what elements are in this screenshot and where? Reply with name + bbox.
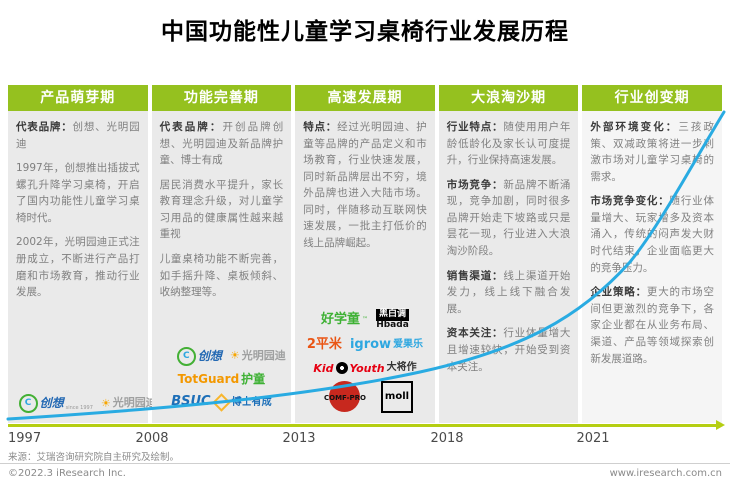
phase2-brands: 代表品牌：开创品牌创想、光明园迪及新品牌护童、博士有成 bbox=[159, 121, 284, 167]
phase-header-5: 行业创变期 bbox=[582, 85, 722, 111]
2pingmi-logo: 2平米 bbox=[306, 337, 342, 353]
phase2-logos: C 创想 ☀ 光明园迪 TotGuard 护童 BSUC 博士有成 bbox=[160, 346, 286, 417]
igrow-logo: igrow 爱果乐 bbox=[349, 337, 424, 353]
year-2021: 2021 bbox=[576, 431, 610, 446]
phase-column-2: 功能完善期 代表品牌：开创品牌创想、光明园迪及新品牌护童、博士有成 居民消费水平… bbox=[151, 85, 292, 423]
chuangxiang-logo: C 创想 since 1997 bbox=[18, 394, 93, 413]
phase4-channels: 销售渠道：线上渠道开始发力，线上线下融合发展。 bbox=[446, 269, 571, 315]
phase2-para-function: 儿童桌椅功能不断完善，如手摇升降、桌板倾斜、收纳整理等。 bbox=[159, 253, 284, 299]
phase4-competition: 市场竞争：新品牌不断涌现，竞争加剧，同时很多品牌开始走下坡路或只是昙花一现，行业… bbox=[446, 178, 571, 258]
phase-header-3: 高速发展期 bbox=[295, 85, 435, 111]
kid2youth-logo: Kid Youth 大将作 bbox=[313, 361, 417, 375]
timeline-axis bbox=[8, 424, 718, 427]
phase2-para-consume: 居民消费水平提升，家长教育理念升级，对儿童学习用品的健康属性越来越重视 bbox=[159, 178, 284, 241]
haoxuetong-logo: 好学童 ™ bbox=[320, 311, 368, 327]
totguard-logo: TotGuard 护童 bbox=[177, 371, 266, 386]
record-circle-icon bbox=[335, 362, 348, 375]
chuangxiang-c-icon: C bbox=[176, 346, 196, 366]
phase-columns: 产品萌芽期 代表品牌：创想、光明园迪 1997年，创想推出插拔式螺孔升降学习桌椅… bbox=[8, 85, 722, 423]
year-2018: 2018 bbox=[430, 431, 464, 446]
phase1-para-2002: 2002年，光明园迪正式注册成立，不断进行产品打磨和市场教育，推动行业发展。 bbox=[16, 236, 140, 299]
footer-divider bbox=[0, 463, 730, 464]
moll-logo: moll bbox=[380, 381, 413, 413]
phase3-logos: 好学童 ™ 黑白调 Hbada 2平米 igrow 爱果乐 Kid Youth bbox=[303, 309, 427, 417]
phase5-environment: 外部环境变化：三孩政策、双减政策将进一步刺激市场对儿童学习桌椅的需求。 bbox=[590, 121, 714, 183]
hbada-logo: 黑白调 Hbada bbox=[375, 309, 409, 331]
website-text: www.iresearch.com.cn bbox=[609, 468, 722, 479]
phase1-brands: 代表品牌：创想、光明园迪 bbox=[16, 121, 140, 150]
year-2008: 2008 bbox=[135, 431, 169, 446]
year-2013: 2013 bbox=[282, 431, 316, 446]
guangmingyuandi-logo: ☀ 光明园迪 bbox=[100, 395, 157, 412]
timeline-years: 1997 2008 2013 2018 2021 bbox=[0, 431, 730, 447]
phase1-para-1997: 1997年，创想推出插拔式螺孔升降学习桌椅，开启了国内功能性儿童学习桌椅时代。 bbox=[16, 162, 140, 224]
phase4-industry: 行业特点：随使用用户年龄低龄化及家长认可度提升，行业保持高速发展。 bbox=[446, 121, 571, 167]
chuangxiang-logo: C 创想 bbox=[176, 346, 222, 366]
phase-body-5: 外部环境变化：三孩政策、双减政策将进一步刺激市场对儿童学习桌椅的需求。 市场竞争… bbox=[582, 111, 722, 423]
timeline-arrow-icon bbox=[716, 420, 725, 430]
copyright-text: ©2022.3 iResearch Inc. bbox=[8, 468, 126, 479]
phase-column-3: 高速发展期 特点：经过光明园迪、护童等品牌的产品定义和市场教育，行业快速发展，同… bbox=[295, 85, 435, 423]
phase1-logos: C 创想 since 1997 ☀ 光明园迪 bbox=[16, 394, 157, 417]
phase-body-3: 特点：经过光明园迪、护童等品牌的产品定义和市场教育，行业快速发展，同时新品牌层出… bbox=[295, 111, 435, 423]
page-title: 中国功能性儿童学习桌椅行业发展历程 bbox=[161, 19, 569, 45]
phase-column-5: 行业创变期 外部环境变化：三孩政策、双减政策将进一步刺激市场对儿童学习桌椅的需求… bbox=[582, 85, 722, 423]
phase-body-1: 代表品牌：创想、光明园迪 1997年，创想推出插拔式螺孔升降学习桌椅，开启了国内… bbox=[8, 111, 157, 423]
phase3-features: 特点：经过光明园迪、护童等品牌的产品定义和市场教育，行业快速发展，同时新品牌层出… bbox=[303, 121, 427, 250]
chuangxiang-c-icon: C bbox=[18, 394, 38, 413]
phase-column-1: 产品萌芽期 代表品牌：创想、光明园迪 1997年，创想推出插拔式螺孔升降学习桌椅… bbox=[8, 85, 157, 423]
phase-column-4: 大浪淘沙期 行业特点：随使用用户年龄低龄化及家长认可度提升，行业保持高速发展。 … bbox=[438, 85, 579, 423]
phase4-capital: 资本关注：行业体量增大且增速较快，开始受到资本关注。 bbox=[446, 327, 571, 373]
graduation-cap-icon bbox=[211, 393, 231, 412]
source-note: 来源：艾瑞咨询研究院自主研究及绘制。 bbox=[8, 452, 180, 463]
comfpro-logo: COMF-PRO bbox=[317, 381, 373, 413]
phase-header-4: 大浪淘沙期 bbox=[438, 85, 579, 111]
phase5-competition: 市场竞争变化：随行业体量增大、玩家增多及资本涌入，传统的闷声发大财时代结束，企业… bbox=[590, 195, 714, 274]
bsuc-logo: BSUC 博士有成 bbox=[171, 392, 272, 413]
phase-body-2: 代表品牌：开创品牌创想、光明园迪及新品牌护童、博士有成 居民消费水平提升，家长教… bbox=[151, 111, 292, 423]
year-1997: 1997 bbox=[8, 431, 42, 446]
guangmingyuandi-logo: ☀ 光明园迪 bbox=[229, 347, 286, 364]
sun-icon: ☀ bbox=[229, 349, 240, 363]
phase-header-2: 功能完善期 bbox=[151, 85, 292, 111]
sun-icon: ☀ bbox=[100, 396, 111, 410]
phase-body-4: 行业特点：随使用用户年龄低龄化及家长认可度提升，行业保持高速发展。 市场竞争：新… bbox=[438, 111, 579, 423]
phase5-strategy: 企业策略：更大的市场空间但更激烈的竞争下，各家企业都在从业务布局、渠道、产品等领… bbox=[590, 286, 714, 365]
phase-header-1: 产品萌芽期 bbox=[8, 85, 148, 111]
